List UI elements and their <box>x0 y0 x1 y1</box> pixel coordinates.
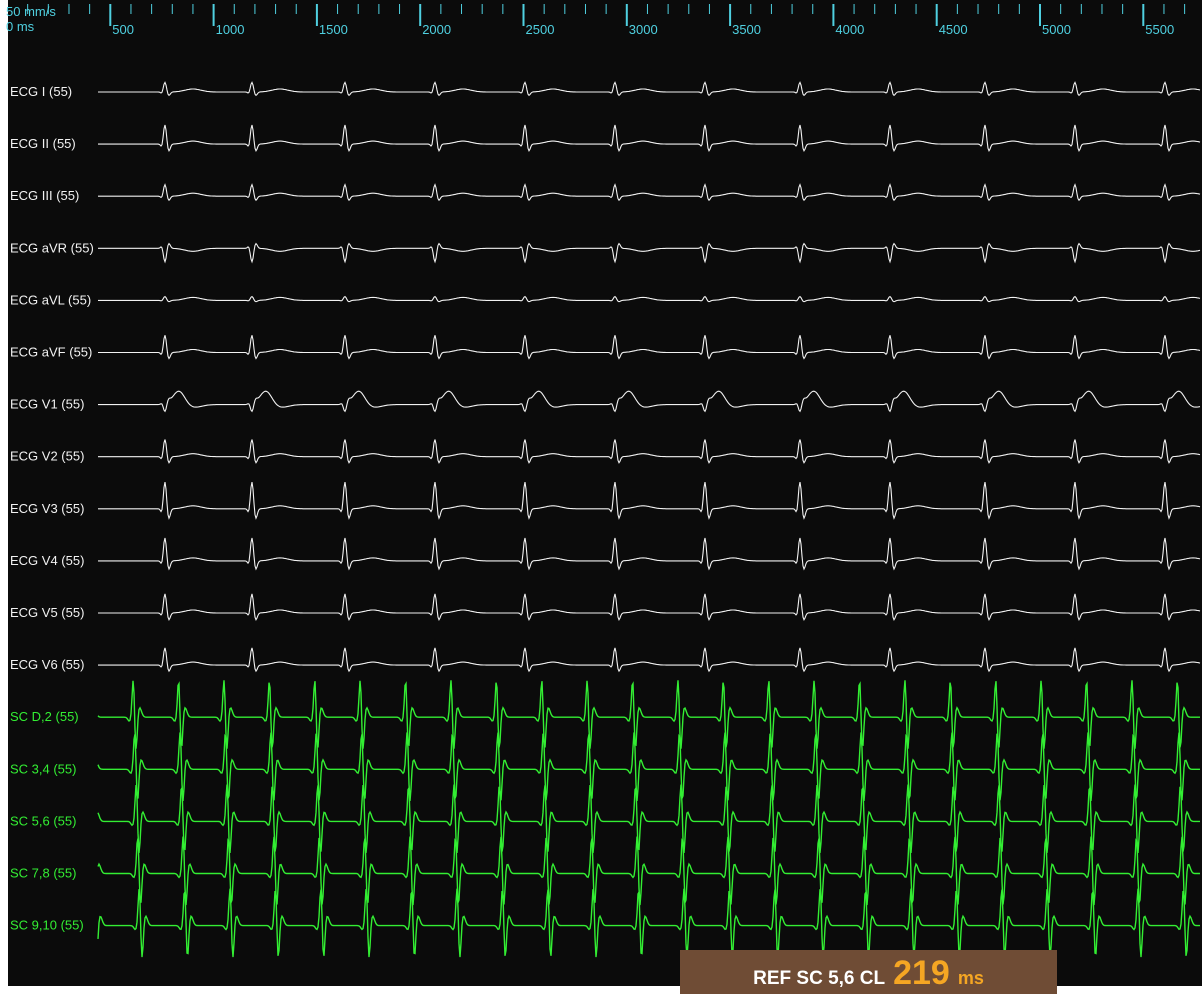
channel-label: ECG V1 (55) <box>10 397 84 412</box>
channel-label: ECG II (55) <box>10 136 76 151</box>
axis-label: 3500 <box>732 22 761 37</box>
waveform <box>98 295 1201 303</box>
background <box>8 0 1202 986</box>
channel-label: ECG V5 (55) <box>10 605 84 620</box>
channel-label: SC 3,4 (55) <box>10 761 76 776</box>
speed: 50 mm/s <box>6 4 56 19</box>
cycle-length-readout: REF SC 5,6 CL 219 ms <box>680 950 1057 994</box>
waveform <box>97 732 1200 801</box>
axis-label: 1500 <box>319 22 348 37</box>
waveform <box>97 836 1200 906</box>
channel-label: ECG aVL (55) <box>10 292 91 307</box>
channel-label: ECG aVF (55) <box>10 345 92 360</box>
axis-label: 5500 <box>1145 22 1174 37</box>
channel-label: ECG I (55) <box>10 84 72 99</box>
waveform <box>98 242 1201 264</box>
waveform <box>98 481 1201 520</box>
waveform <box>97 680 1200 749</box>
origin: 0 ms <box>6 19 35 34</box>
axis-label: 500 <box>112 22 134 37</box>
waveform <box>97 784 1200 853</box>
channel-label: ECG III (55) <box>10 188 79 203</box>
waveform <box>98 124 1201 153</box>
axis-label: 2500 <box>526 22 555 37</box>
readout-label: REF SC 5,6 CL <box>753 968 886 989</box>
channel-label: SC 9,10 (55) <box>10 918 84 933</box>
channel-label: SC D,2 (55) <box>10 709 79 724</box>
channel-label: SC 5,6 (55) <box>10 813 76 828</box>
axis-label: 1000 <box>216 22 245 37</box>
waveform <box>98 593 1201 621</box>
waveform <box>98 439 1201 464</box>
channel-label: ECG V6 (55) <box>10 657 84 672</box>
waveform <box>98 537 1201 571</box>
axis-label: 3000 <box>629 22 658 37</box>
channel-label: ECG V4 (55) <box>10 553 84 568</box>
readout-unit: ms <box>957 968 984 988</box>
axis-label: 4500 <box>939 22 968 37</box>
axis-label: 4000 <box>835 22 864 37</box>
channel-label: SC 7,8 (55) <box>10 866 76 881</box>
readout-value: 219 <box>893 954 950 992</box>
waveform <box>97 888 1200 958</box>
axis-label: 5000 <box>1042 22 1071 37</box>
waveform <box>98 335 1201 360</box>
channel-label: ECG V2 (55) <box>10 449 84 464</box>
channel-label: ECG V3 (55) <box>10 501 84 516</box>
waveform <box>98 81 1201 97</box>
waveform <box>98 647 1201 673</box>
channel-label: ECG aVR (55) <box>10 240 94 255</box>
axis-label: 2000 <box>422 22 451 37</box>
waveform <box>98 183 1201 202</box>
waveform <box>98 390 1201 413</box>
